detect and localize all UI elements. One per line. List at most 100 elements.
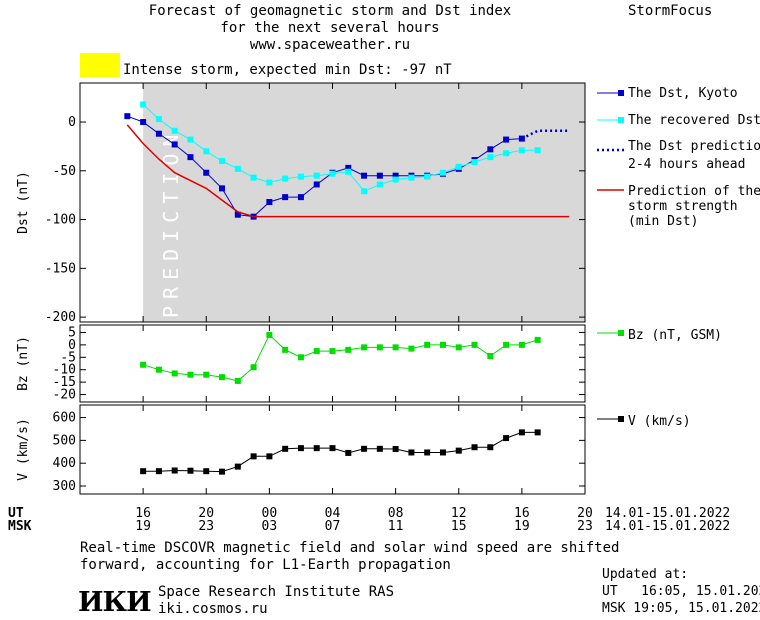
y-tick-label: -100 [45,213,76,228]
data-point [313,445,320,452]
x-tick-label-ut: 00 [262,506,278,521]
data-point [313,181,320,188]
data-point [392,446,399,453]
data-point [376,181,383,188]
x-tick-label-msk: 19 [514,519,530,534]
legend-bz-marker [618,330,624,336]
data-point [171,141,178,148]
data-point [518,429,525,436]
x-tick-label-ut: 04 [325,506,341,521]
y-tick-label: -10 [53,363,76,378]
data-point [345,449,352,456]
x-tick-label-msk: 11 [388,519,404,534]
y-tick-label: 600 [53,411,76,426]
msk-axis-label: MSK [8,519,32,534]
y-tick-label: 300 [53,479,76,494]
data-point [219,468,226,475]
data-point [534,336,541,343]
y-axis-label: Dst (nT) [16,171,31,234]
data-point [203,169,210,176]
y-tick-label: -50 [53,164,76,179]
date-range-msk: 14.01-15.01.2022 [605,519,730,534]
x-tick-label-ut: 08 [388,506,404,521]
footer-note-line-2: forward, accounting for L1-Earth propaga… [80,557,451,573]
data-point [313,172,320,179]
data-point [266,179,273,186]
data-point [439,169,446,176]
legend-label-kyoto: The Dst, Kyoto [628,86,738,101]
chart-title-line-3: www.spaceweather.ru [249,37,411,53]
data-point [203,148,210,155]
data-point [345,346,352,353]
data-point [266,331,273,338]
data-point [234,165,241,172]
chart-title-line-1: Forecast of geomagnetic storm and Dst in… [148,3,512,19]
legend-label-strength-2: storm strength [628,199,738,214]
legend-v-marker [618,416,624,422]
date-range-ut: 14.01-15.01.2022 [605,506,730,521]
series-line [521,129,570,140]
data-point [171,467,178,474]
x-tick-label-msk: 15 [451,519,467,534]
y-tick-label: 500 [53,433,76,448]
prediction-band [143,83,585,322]
data-point [329,445,336,452]
data-point [376,344,383,351]
legend-label-recovered: The recovered Dst [628,113,760,128]
x-tick-label-ut: 20 [577,506,593,521]
data-point [503,341,510,348]
ut-axis-label: UT [8,506,24,521]
legend-label-bz: Bz (nT, GSM) [628,328,722,343]
data-point [408,174,415,181]
data-point [124,113,131,120]
data-point [250,453,257,460]
data-point [329,348,336,355]
data-point [140,101,147,108]
data-point [424,173,431,180]
x-tick-label-msk: 19 [135,519,151,534]
x-tick-label-ut: 16 [135,506,151,521]
legend-label-strength-1: Prediction of the [628,184,760,199]
data-point [439,449,446,456]
data-point [518,341,525,348]
data-point [534,147,541,154]
data-point [187,467,194,474]
x-tick-label-ut: 16 [514,506,530,521]
brand-label: StormFocus [628,3,713,19]
y-tick-label: 5 [68,325,76,340]
data-point [455,344,462,351]
y-tick-label: 400 [53,456,76,471]
y-tick-label: -20 [53,388,76,403]
legend-label-v: V (km/s) [628,414,691,429]
updated-ut: UT 16:05, 15.01.2022 [602,584,760,599]
data-point [471,444,478,451]
data-point [376,172,383,179]
data-point [266,453,273,460]
data-point [439,341,446,348]
x-tick-label-msk: 03 [262,519,278,534]
data-point [250,364,257,371]
y-axis-label: Bz (nT) [16,336,31,391]
institute-name: Space Research Institute RAS [158,584,395,600]
data-point [487,353,494,360]
iki-logo: ИКИ [78,587,152,618]
data-point [518,135,525,142]
data-point [282,346,289,353]
data-point [376,445,383,452]
data-point [187,154,194,161]
data-point [408,449,415,456]
updated-msk: MSK 19:05, 15.01.2022 [602,601,760,616]
data-point [282,194,289,201]
data-point [392,172,399,179]
data-point [187,136,194,143]
updated-label: Updated at: [602,567,689,582]
y-tick-label: -150 [45,261,76,276]
data-point [140,468,147,475]
data-point [187,371,194,378]
plot-frame [79,324,586,403]
data-point [503,136,510,143]
y-tick-label: 0 [68,115,76,130]
data-point [487,154,494,161]
data-point [140,119,147,126]
